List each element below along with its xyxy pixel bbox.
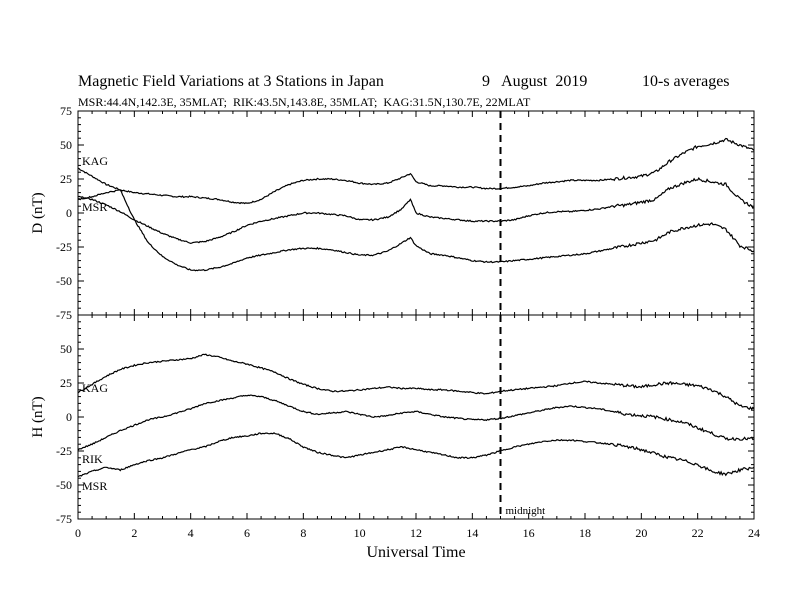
- x-tick-label: 8: [300, 526, 306, 540]
- x-tick-label: 16: [523, 526, 535, 540]
- y-tick-label: -25: [56, 444, 72, 458]
- station-label-msr: MSR: [82, 200, 107, 214]
- y-tick-label: 25: [60, 376, 72, 390]
- y-tick-label: 75: [60, 104, 72, 118]
- x-tick-label: 2: [131, 526, 137, 540]
- x-tick-label: 4: [188, 526, 194, 540]
- series-line-kag: [77, 137, 755, 205]
- y-tick-label: 50: [60, 138, 72, 152]
- x-tick-label: 24: [748, 526, 760, 540]
- y-tick-label: 0: [66, 206, 72, 220]
- x-tick-label: 0: [75, 526, 81, 540]
- x-tick-label: 10: [354, 526, 366, 540]
- series-line-msr: [77, 177, 755, 245]
- x-axis-label: Universal Time: [366, 544, 465, 561]
- y-tick-label: -75: [56, 512, 72, 526]
- chart-station-info: MSR:44.4N,142.3E, 35MLAT; RIK:43.5N,143.…: [78, 95, 531, 109]
- x-tick-label: 22: [692, 526, 704, 540]
- station-label-rik: RIK: [82, 452, 103, 466]
- y-tick-label: 0: [66, 410, 72, 424]
- series-line-rik: [77, 189, 755, 272]
- y-axis-label: D (nT): [30, 192, 46, 233]
- y-axis-label: H (nT): [30, 396, 46, 437]
- x-tick-label: 14: [466, 526, 478, 540]
- station-label-kag: KAG: [82, 381, 108, 395]
- series-line-msr: [77, 432, 755, 478]
- y-tick-label: -25: [56, 240, 72, 254]
- series-line-rik: [77, 394, 755, 451]
- station-label-msr: MSR: [82, 479, 107, 493]
- panel-frame: [77, 314, 755, 520]
- chart-averaging: 10-s averages: [642, 73, 730, 90]
- y-tick-label: -50: [56, 274, 72, 288]
- midnight-label: midnight: [506, 505, 546, 517]
- y-tick-label: 25: [60, 172, 72, 186]
- y-tick-label: 50: [60, 342, 72, 356]
- station-label-kag: KAG: [82, 154, 108, 168]
- x-tick-label: 20: [635, 526, 647, 540]
- chart-date: 9 August 2019: [482, 73, 588, 90]
- x-tick-label: 12: [410, 526, 422, 540]
- x-tick-label: 6: [244, 526, 250, 540]
- y-tick-label: -75: [56, 308, 72, 322]
- series-line-kag: [77, 353, 755, 411]
- x-tick-label: 18: [579, 526, 591, 540]
- y-tick-label: -50: [56, 478, 72, 492]
- chart-title: Magnetic Field Variations at 3 Stations …: [78, 73, 384, 90]
